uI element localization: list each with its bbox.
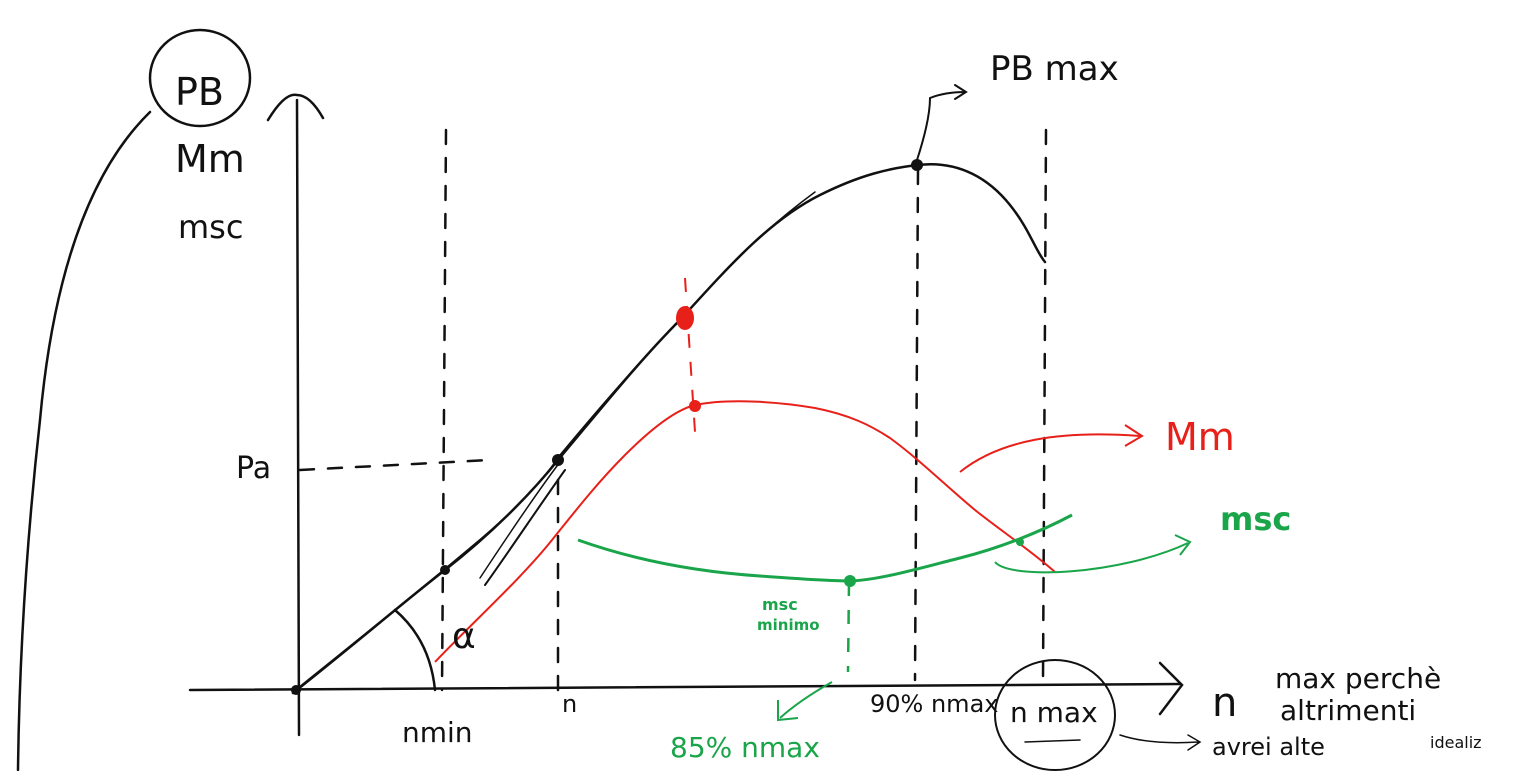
label: α bbox=[452, 616, 476, 657]
label: altrimenti bbox=[1280, 694, 1416, 727]
label: max perchè bbox=[1275, 662, 1441, 695]
point bbox=[291, 685, 301, 695]
label: minimo bbox=[757, 616, 820, 634]
label: 85% nmax bbox=[670, 731, 820, 764]
label: Mm bbox=[175, 137, 245, 181]
label: n bbox=[562, 690, 577, 718]
label: 90% nmax bbox=[870, 690, 998, 718]
point bbox=[689, 400, 701, 412]
label: PB bbox=[175, 70, 224, 114]
diagram: PB Mm msc Pa PB max Mm msc msc minimo 85… bbox=[0, 0, 1522, 771]
label: Mm bbox=[1165, 415, 1235, 459]
label: msc bbox=[762, 595, 798, 614]
label: msc bbox=[1220, 500, 1291, 538]
point bbox=[440, 565, 450, 575]
label: n bbox=[1212, 680, 1237, 726]
label: PB max bbox=[990, 49, 1119, 89]
arrows bbox=[778, 85, 1200, 770]
guides bbox=[300, 130, 1046, 690]
point bbox=[844, 575, 856, 587]
label: msc bbox=[178, 208, 243, 246]
point bbox=[1016, 538, 1024, 546]
label: n max bbox=[1010, 696, 1098, 729]
curves bbox=[291, 159, 1072, 695]
label: nmin bbox=[402, 716, 473, 749]
point bbox=[552, 454, 564, 466]
label: avrei alte bbox=[1212, 733, 1325, 761]
label: idealiz bbox=[1430, 733, 1482, 752]
point bbox=[676, 306, 694, 330]
label: Pa bbox=[236, 451, 271, 486]
